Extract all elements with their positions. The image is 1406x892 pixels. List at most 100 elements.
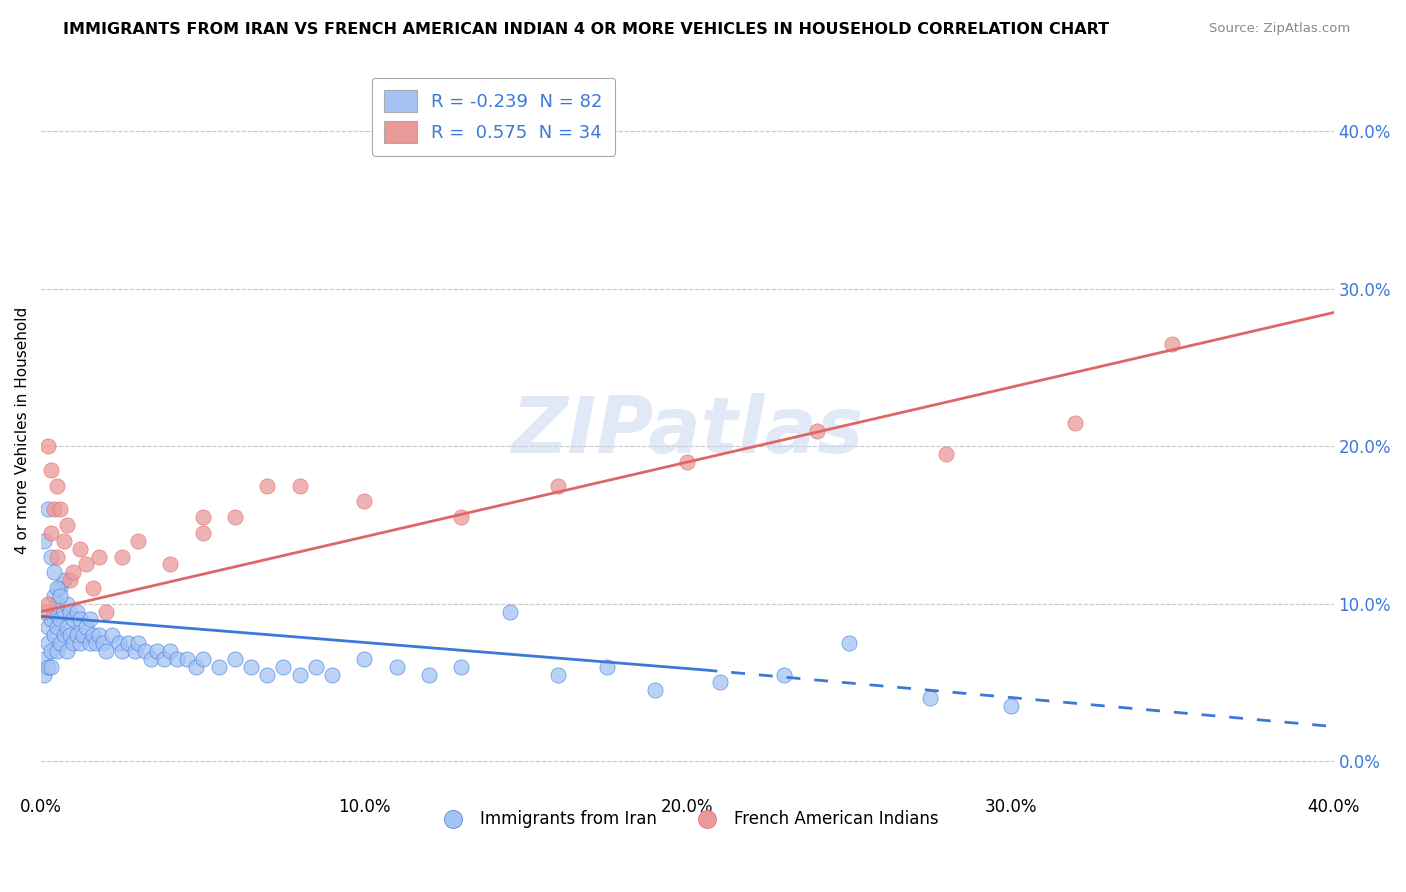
Legend: Immigrants from Iran, French American Indians: Immigrants from Iran, French American In… <box>430 804 945 835</box>
Point <box>37 659 59 673</box>
Point <box>94 644 117 658</box>
Point <box>59 628 82 642</box>
Point <box>82 628 104 642</box>
Point <box>256 478 278 492</box>
Point <box>46 620 69 634</box>
Point <box>84 636 107 650</box>
Point <box>709 675 731 690</box>
Point <box>37 636 59 650</box>
Point <box>62 566 84 580</box>
Point <box>52 605 75 619</box>
Point <box>191 525 214 540</box>
Point <box>305 659 328 673</box>
Point <box>56 597 79 611</box>
Point <box>107 636 129 650</box>
Point <box>62 612 84 626</box>
Point <box>75 620 97 634</box>
Point <box>42 566 65 580</box>
Point <box>256 667 278 681</box>
Point <box>353 652 375 666</box>
Point <box>547 478 569 492</box>
Point <box>42 605 65 619</box>
Point <box>56 620 79 634</box>
Point <box>46 478 69 492</box>
Point <box>46 581 69 595</box>
Point <box>46 549 69 564</box>
Point <box>288 667 311 681</box>
Point <box>91 636 114 650</box>
Point <box>89 628 111 642</box>
Point <box>69 541 91 556</box>
Point <box>159 644 181 658</box>
Point <box>450 659 472 673</box>
Point <box>42 589 65 603</box>
Point <box>89 549 111 564</box>
Point <box>273 659 295 673</box>
Point <box>56 518 79 533</box>
Point <box>127 636 149 650</box>
Point <box>39 463 62 477</box>
Point <box>644 683 666 698</box>
Point <box>49 589 72 603</box>
Point <box>111 549 134 564</box>
Point <box>224 652 246 666</box>
Point <box>240 659 263 673</box>
Point <box>52 573 75 587</box>
Point <box>191 652 214 666</box>
Point <box>46 644 69 658</box>
Point <box>37 502 59 516</box>
Point <box>42 628 65 642</box>
Point <box>547 667 569 681</box>
Point <box>418 667 440 681</box>
Point <box>117 636 139 650</box>
Point <box>918 691 941 706</box>
Point <box>59 573 82 587</box>
Point <box>52 628 75 642</box>
Point <box>94 605 117 619</box>
Point <box>134 644 156 658</box>
Point <box>34 605 56 619</box>
Point <box>111 644 134 658</box>
Point <box>139 652 162 666</box>
Point <box>79 612 101 626</box>
Point <box>37 439 59 453</box>
Point <box>166 652 188 666</box>
Point <box>676 455 699 469</box>
Point <box>39 549 62 564</box>
Point <box>37 597 59 611</box>
Point <box>69 612 91 626</box>
Point <box>191 510 214 524</box>
Point <box>186 659 208 673</box>
Point <box>72 628 94 642</box>
Point <box>385 659 408 673</box>
Point <box>34 652 56 666</box>
Point <box>34 667 56 681</box>
Point <box>49 502 72 516</box>
Point <box>450 510 472 524</box>
Point <box>806 424 828 438</box>
Text: Source: ZipAtlas.com: Source: ZipAtlas.com <box>1209 22 1350 36</box>
Point <box>39 659 62 673</box>
Point <box>1161 337 1184 351</box>
Point <box>1000 699 1022 714</box>
Point <box>224 510 246 524</box>
Point <box>773 667 796 681</box>
Point <box>49 636 72 650</box>
Text: ZIPatlas: ZIPatlas <box>512 392 863 468</box>
Point <box>49 612 72 626</box>
Point <box>595 659 617 673</box>
Point <box>1064 416 1087 430</box>
Point <box>62 636 84 650</box>
Point <box>37 620 59 634</box>
Point <box>59 605 82 619</box>
Point <box>146 644 169 658</box>
Point <box>56 644 79 658</box>
Point <box>52 533 75 548</box>
Point <box>39 612 62 626</box>
Point <box>69 636 91 650</box>
Point <box>353 494 375 508</box>
Point <box>82 581 104 595</box>
Point <box>79 636 101 650</box>
Text: IMMIGRANTS FROM IRAN VS FRENCH AMERICAN INDIAN 4 OR MORE VEHICLES IN HOUSEHOLD C: IMMIGRANTS FROM IRAN VS FRENCH AMERICAN … <box>63 22 1109 37</box>
Point <box>124 644 146 658</box>
